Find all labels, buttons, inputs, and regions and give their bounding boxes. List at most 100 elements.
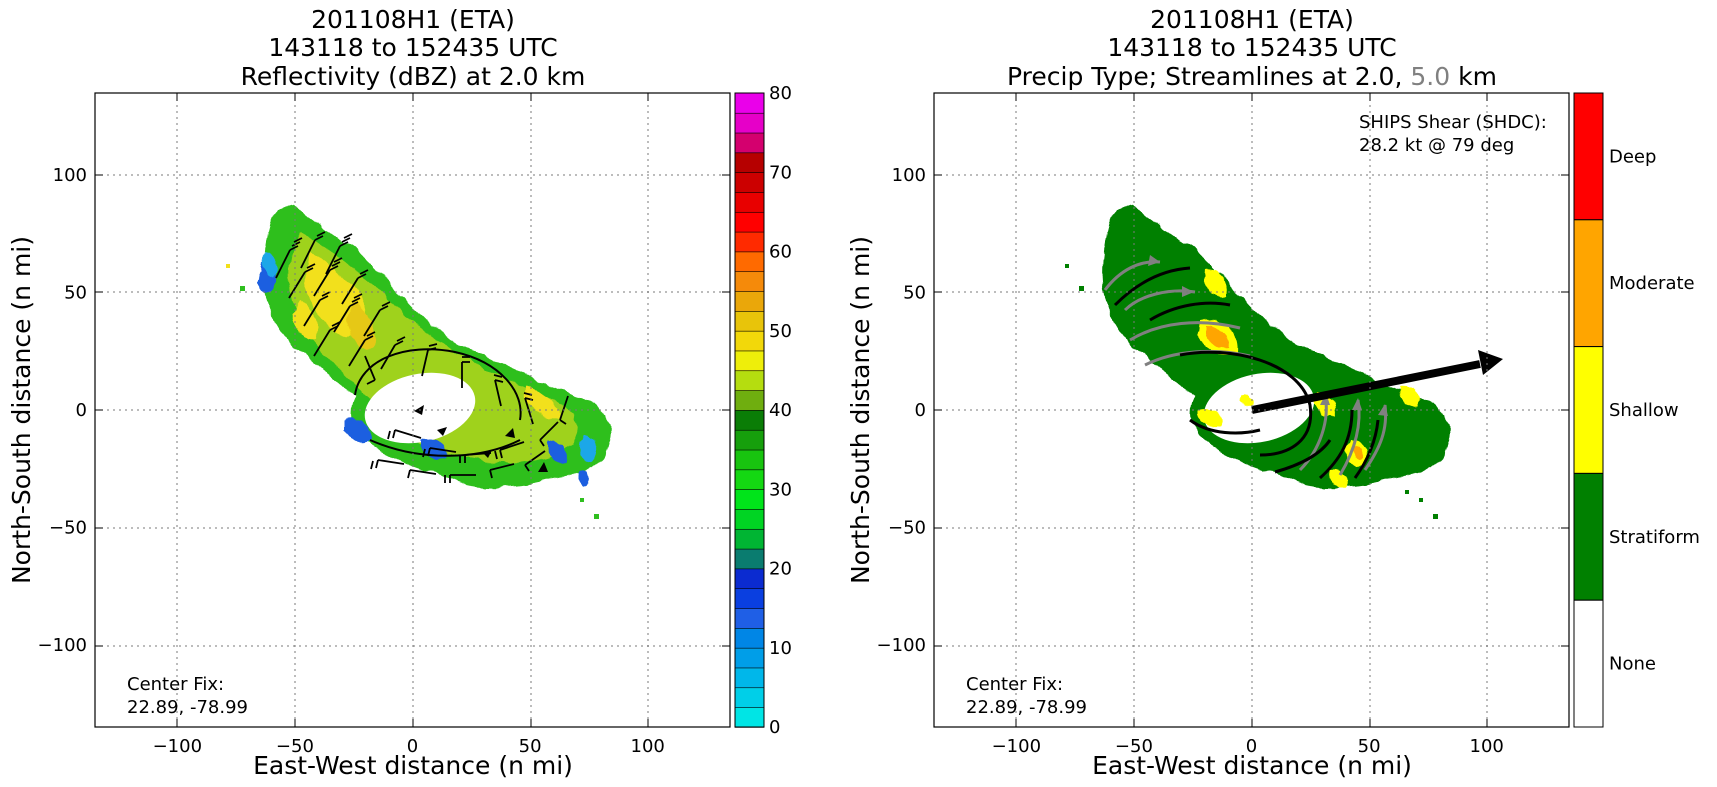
right-x-tick-label: −50 — [1115, 736, 1153, 757]
left-x-tick-label: 50 — [519, 736, 542, 757]
left-x-axis-label: East-West distance (n mi) — [253, 751, 573, 780]
left-center-fix-label: Center Fix: — [127, 674, 224, 695]
colorbar-bin — [734, 409, 765, 431]
colorbar-tick-label: 80 — [769, 83, 792, 104]
right-y-tick-label: −100 — [877, 635, 926, 656]
right-gridlines — [934, 93, 1569, 727]
left-title-line-1: 201108H1 (ETA) — [311, 5, 515, 34]
shear-label: SHIPS Shear (SHDC): — [1359, 112, 1547, 133]
right-x-tick-label: 0 — [1246, 736, 1257, 757]
colorbar-bin — [734, 488, 765, 510]
left-x-tick-labels: −100 −50 0 50 100 — [153, 736, 665, 757]
colorbar-tick-label: 70 — [769, 162, 792, 183]
colorbar-bin — [734, 687, 765, 708]
colorbar-tick-label: 0 — [769, 717, 780, 738]
colorbar-bin — [734, 508, 765, 530]
precip-category-swatch — [1573, 472, 1604, 601]
right-center-fix-value: 22.89, -78.99 — [966, 697, 1087, 718]
precip-category-swatch — [1573, 92, 1604, 221]
precip-category-label: Moderate — [1609, 273, 1695, 294]
precip-category-swatch — [1573, 599, 1604, 728]
right-center-fix-label: Center Fix: — [966, 674, 1063, 695]
precip-category-swatch — [1573, 219, 1604, 348]
precip-category-swatch — [1573, 346, 1604, 474]
left-reflectivity-field — [226, 206, 613, 519]
right-x-axis-label: East-West distance (n mi) — [1092, 751, 1412, 780]
right-y-tick-label: 0 — [915, 400, 926, 421]
colorbar-bin — [734, 132, 765, 154]
colorbar-tick-label: 60 — [769, 242, 792, 263]
colorbar-bin — [734, 171, 765, 193]
colorbar-bin — [734, 706, 765, 728]
left-x-tick-label: −50 — [276, 736, 314, 757]
precip-type-colorbar: Deep Moderate Shallow Stratiform None — [1573, 92, 1700, 728]
colorbar-bin — [734, 607, 765, 629]
left-y-tick-label: 0 — [76, 400, 87, 421]
colorbar-bin — [734, 152, 765, 173]
right-x-tick-labels: −100 −50 0 50 100 — [992, 736, 1504, 757]
colorbar-bin — [734, 627, 765, 649]
left-gridlines — [95, 93, 730, 727]
colorbar-tick-label: 10 — [769, 638, 792, 659]
colorbar-bin — [734, 429, 765, 451]
colorbar-bin — [734, 290, 765, 312]
colorbar-bin — [734, 389, 765, 411]
reflectivity-colorbar — [734, 92, 765, 728]
colorbar-bin — [734, 469, 765, 490]
colorbar-bin — [734, 310, 765, 332]
left-center-fix-value: 22.89, -78.99 — [127, 697, 248, 718]
precip-category-label: Deep — [1609, 146, 1656, 167]
title-2km-part: Precip Type; Streamlines at 2.0, — [1007, 62, 1402, 91]
colorbar-bin — [734, 588, 765, 609]
reflectivity-colorbar-frame — [734, 92, 765, 728]
left-x-tick-label: 100 — [631, 736, 665, 757]
right-tick-marks — [934, 93, 1569, 727]
colorbar-bin — [734, 350, 765, 372]
colorbar-bin — [734, 548, 765, 570]
colorbar-bin — [734, 449, 765, 471]
left-title-line-2: 143118 to 152435 UTC — [268, 33, 557, 62]
colorbar-tick-label: 50 — [769, 321, 792, 342]
left-panel: 201108H1 (ETA) 143118 to 152435 UTC Refl… — [7, 5, 792, 780]
right-x-tick-label: 50 — [1358, 736, 1381, 757]
right-x-tick-label: 100 — [1470, 736, 1504, 757]
right-plot-area — [933, 92, 1570, 728]
reflectivity-colorbar-ticks: 0 10 20 30 40 50 60 70 80 — [769, 83, 792, 738]
left-plot-area — [94, 92, 731, 728]
left-y-tick-labels: −100 −50 0 50 100 — [38, 165, 87, 656]
shear-vector-arrow — [1251, 360, 1481, 414]
left-x-tick-label: 0 — [407, 736, 418, 757]
left-y-tick-label: −50 — [49, 517, 87, 538]
colorbar-tick-label: 20 — [769, 559, 792, 580]
left-y-axis-label: North-South distance (n mi) — [7, 236, 36, 584]
left-x-tick-label: −100 — [153, 736, 202, 757]
right-x-tick-label: −100 — [992, 736, 1041, 757]
colorbar-bin — [734, 191, 765, 213]
shear-value: 28.2 kt @ 79 deg — [1359, 135, 1514, 156]
right-title-line-1: 201108H1 (ETA) — [1150, 5, 1354, 34]
colorbar-bin — [734, 330, 765, 352]
title-5km-part: 5.0 — [1410, 62, 1450, 91]
left-y-tick-label: 50 — [64, 283, 87, 304]
right-y-tick-label: −50 — [888, 517, 926, 538]
right-title-line-2: 143118 to 152435 UTC — [1107, 33, 1396, 62]
left-y-tick-label: 100 — [53, 165, 87, 186]
colorbar-bin — [734, 112, 765, 134]
colorbar-tick-label: 30 — [769, 479, 792, 500]
colorbar-tick-label: 40 — [769, 400, 792, 421]
precip-type-colorbar-frame — [1573, 92, 1604, 728]
right-y-tick-labels: −100 −50 0 50 100 — [877, 165, 926, 656]
right-title-line-3: Precip Type; Streamlines at 2.0, 5.0 km — [1007, 62, 1497, 91]
colorbar-bin — [734, 231, 765, 253]
title-km-part: km — [1458, 62, 1497, 91]
colorbar-bin — [734, 92, 765, 114]
colorbar-bin — [734, 568, 765, 590]
colorbar-bin — [734, 271, 765, 292]
right-y-tick-label: 50 — [903, 283, 926, 304]
colorbar-bin — [734, 211, 765, 233]
right-y-tick-label: 100 — [892, 165, 926, 186]
colorbar-bin — [734, 370, 765, 391]
precip-category-label: None — [1609, 654, 1656, 675]
colorbar-bin — [734, 647, 765, 669]
right-precip-type-field — [1065, 206, 1503, 519]
